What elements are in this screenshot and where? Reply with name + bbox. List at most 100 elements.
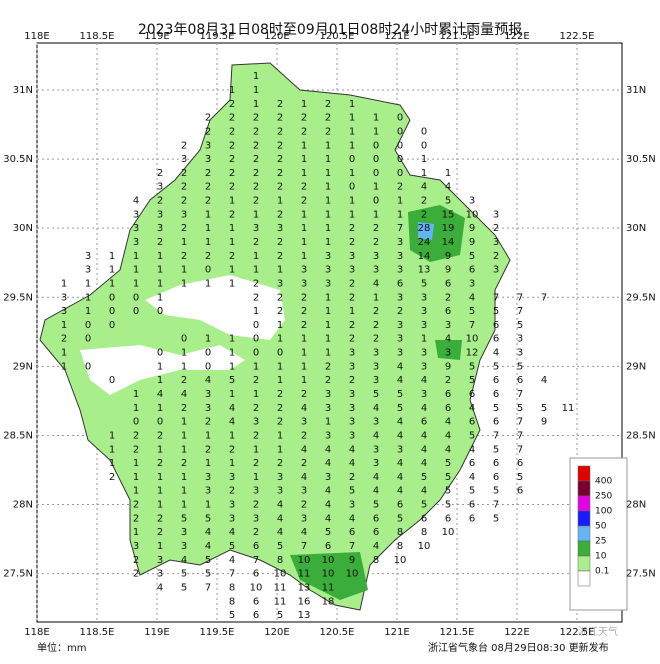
grid-value: 1 [301,140,307,151]
x-tick-label: 118E [24,627,49,638]
grid-value: 1 [229,430,235,441]
grid-value: 1 [205,334,211,345]
grid-value: 3 [349,265,355,276]
grid-value: 1 [397,196,403,207]
grid-value: 0 [397,154,403,165]
grid-value: 1 [373,292,379,303]
grid-value: 3 [85,265,91,276]
grid-value: 2 [253,430,259,441]
grid-value: 0 [109,320,115,331]
grid-value: 1 [325,223,331,234]
grid-value: 9 [445,265,451,276]
grid-value: 1 [421,334,427,345]
grid-value: 2 [277,113,283,124]
grid-value: 1 [325,209,331,220]
grid-value: 5 [325,527,331,538]
grid-value: 2 [205,126,211,137]
grid-value: 1 [253,361,259,372]
grid-value: 1 [349,306,355,317]
x-tick-label: 118.5E [80,31,115,42]
grid-value: 3 [373,375,379,386]
grid-value: 28 [418,223,431,234]
legend-swatch [577,465,591,482]
grid-value: 2 [301,126,307,137]
grid-value: 2 [397,182,403,193]
grid-value: 7 [229,569,235,580]
grid-value: 3 [205,403,211,414]
grid-value: 1 [205,223,211,234]
grid-value: 1 [229,361,235,372]
grid-value: 1 [181,237,187,248]
grid-value: 3 [253,513,259,524]
grid-value: 3 [277,223,283,234]
grid-value: 2 [181,196,187,207]
grid-value: 1 [181,348,187,359]
grid-value: 6 [469,265,475,276]
grid-value: 4 [397,486,403,497]
grid-value: 3 [373,361,379,372]
grid-value: 5 [277,541,283,552]
grid-value: 1 [229,458,235,469]
grid-value: 1 [181,486,187,497]
grid-value: 2 [157,196,163,207]
grid-value: 2 [301,182,307,193]
grid-value: 2 [301,196,307,207]
grid-value: 5 [445,458,451,469]
grid-value: 5 [397,513,403,524]
grid-value: 1 [133,389,139,400]
grid-value: 2 [373,306,379,317]
grid-value: 2 [325,361,331,372]
legend: 400 250 100 50 25 10 0.1 [577,465,612,587]
y-tick-label: 30.5N [3,154,33,165]
grid-value: 3 [373,444,379,455]
grid-value: 4 [469,444,475,455]
grid-value: 5 [205,513,211,524]
grid-value: 2 [181,251,187,262]
legend-label: 0.1 [595,567,609,577]
grid-value: 6 [253,610,259,621]
grid-value: 1 [157,375,163,386]
grid-value: 0 [421,126,427,137]
grid-value: 6 [445,513,451,524]
grid-value: 4 [325,486,331,497]
grid-value: 1 [157,361,163,372]
grid-value: 3 [205,472,211,483]
x-tick-label: 122.5E [560,31,595,42]
heavy-rain-area [408,205,465,262]
grid-value: 5 [469,486,475,497]
grid-value: 11 [562,403,575,414]
grid-value: 2 [133,500,139,511]
grid-value: 2 [253,292,259,303]
grid-value: 2 [229,154,235,165]
grid-value: 4 [421,486,427,497]
grid-value: 18 [322,596,335,607]
grid-value: 6 [517,375,523,386]
grid-value: 2 [253,278,259,289]
grid-value: 2 [421,209,427,220]
grid-value: 2 [349,223,355,234]
x-tick-label: 121E [384,31,409,42]
grid-value: 5 [469,375,475,386]
grid-value: 1 [445,168,451,179]
grid-value: 6 [493,334,499,345]
grid-value: 24 [418,237,431,248]
grid-value: 1 [325,182,331,193]
grid-value: 1 [301,348,307,359]
grid-value: 2 [301,500,307,511]
grid-value: 6 [373,527,379,538]
grid-value: 0 [349,154,355,165]
grid-value: 6 [493,458,499,469]
grid-value: 3 [157,209,163,220]
grid-value: 1 [325,292,331,303]
grid-value: 2 [421,196,427,207]
grid-value: 1 [181,444,187,455]
grid-value: 1 [277,265,283,276]
grid-value: 1 [157,403,163,414]
grid-value: 1 [133,527,139,538]
grid-value: 2 [205,196,211,207]
grid-value: 1 [133,265,139,276]
grid-value: 1 [373,182,379,193]
grid-value: 0 [109,375,115,386]
grid-value: 16 [298,596,311,607]
grid-value: 6 [493,417,499,428]
